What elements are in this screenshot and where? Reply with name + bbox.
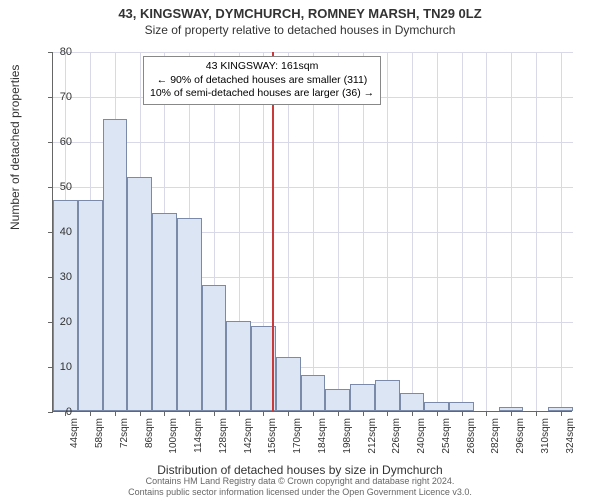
xtick-label: 268sqm bbox=[466, 418, 477, 468]
chart: 44sqm58sqm72sqm86sqm100sqm114sqm128sqm14… bbox=[52, 52, 572, 412]
xtick bbox=[511, 411, 512, 416]
ytick-label: 0 bbox=[54, 406, 72, 418]
xtick-label: 184sqm bbox=[317, 418, 328, 468]
xtick-label: 296sqm bbox=[515, 418, 526, 468]
x-axis-label: Distribution of detached houses by size … bbox=[0, 463, 600, 477]
histogram-bar bbox=[301, 375, 326, 411]
xtick bbox=[536, 411, 537, 416]
gridline-v bbox=[412, 52, 413, 412]
info-box: 43 KINGSWAY: 161sqm← 90% of detached hou… bbox=[143, 56, 381, 105]
xtick bbox=[288, 411, 289, 416]
xtick-label: 100sqm bbox=[168, 418, 179, 468]
ytick-label: 40 bbox=[54, 226, 72, 238]
xtick-label: 72sqm bbox=[119, 418, 130, 468]
histogram-bar bbox=[449, 402, 474, 411]
marker-line bbox=[272, 52, 274, 412]
info-line-1: 43 KINGSWAY: 161sqm bbox=[150, 60, 374, 74]
xtick bbox=[189, 411, 190, 416]
ytick-label: 70 bbox=[54, 91, 72, 103]
xtick bbox=[363, 411, 364, 416]
histogram-bar bbox=[276, 357, 301, 411]
xtick-label: 254sqm bbox=[441, 418, 452, 468]
histogram-bar bbox=[325, 389, 350, 412]
xtick bbox=[239, 411, 240, 416]
info-line-2: ← 90% of detached houses are smaller (31… bbox=[150, 74, 374, 88]
page-title: 43, KINGSWAY, DYMCHURCH, ROMNEY MARSH, T… bbox=[0, 0, 600, 21]
gridline-v bbox=[363, 52, 364, 412]
xtick bbox=[164, 411, 165, 416]
xtick bbox=[387, 411, 388, 416]
xtick bbox=[437, 411, 438, 416]
ytick-label: 20 bbox=[54, 316, 72, 328]
xtick-label: 156sqm bbox=[267, 418, 278, 468]
ytick-label: 30 bbox=[54, 271, 72, 283]
gridline-v bbox=[486, 52, 487, 412]
gridline-v bbox=[462, 52, 463, 412]
xtick-label: 282sqm bbox=[490, 418, 501, 468]
xtick-label: 114sqm bbox=[193, 418, 204, 468]
ytick bbox=[48, 97, 53, 98]
gridline-v bbox=[437, 52, 438, 412]
ytick-label: 60 bbox=[54, 136, 72, 148]
xtick bbox=[140, 411, 141, 416]
ytick-label: 10 bbox=[54, 361, 72, 373]
xtick-label: 170sqm bbox=[292, 418, 303, 468]
ytick bbox=[48, 142, 53, 143]
y-axis-label: Number of detached properties bbox=[8, 65, 22, 230]
gridline-v bbox=[536, 52, 537, 412]
xtick-label: 58sqm bbox=[94, 418, 105, 468]
ytick-label: 80 bbox=[54, 46, 72, 58]
histogram-bar bbox=[127, 177, 152, 411]
xtick bbox=[115, 411, 116, 416]
ytick bbox=[48, 412, 53, 413]
footer-line-1: Contains HM Land Registry data © Crown c… bbox=[146, 476, 455, 486]
gridline-v bbox=[387, 52, 388, 412]
histogram-bar bbox=[202, 285, 227, 411]
xtick bbox=[412, 411, 413, 416]
xtick-label: 310sqm bbox=[540, 418, 551, 468]
xtick-label: 86sqm bbox=[144, 418, 155, 468]
xtick-label: 44sqm bbox=[69, 418, 80, 468]
xtick-label: 142sqm bbox=[243, 418, 254, 468]
histogram-bar bbox=[177, 218, 202, 412]
xtick bbox=[338, 411, 339, 416]
gridline-v bbox=[313, 52, 314, 412]
histogram-bar bbox=[424, 402, 449, 411]
xtick bbox=[214, 411, 215, 416]
xtick bbox=[313, 411, 314, 416]
histogram-bar bbox=[103, 119, 128, 412]
histogram-bar bbox=[400, 393, 425, 411]
histogram-bar bbox=[78, 200, 103, 412]
info-line-3: 10% of semi-detached houses are larger (… bbox=[150, 87, 374, 101]
gridline-v bbox=[511, 52, 512, 412]
gridline-v bbox=[338, 52, 339, 412]
page-subtitle: Size of property relative to detached ho… bbox=[0, 21, 600, 37]
xtick-label: 240sqm bbox=[416, 418, 427, 468]
histogram-bar bbox=[152, 213, 177, 411]
ytick bbox=[48, 52, 53, 53]
histogram-bar bbox=[375, 380, 400, 412]
footer-line-2: Contains public sector information licen… bbox=[128, 487, 472, 497]
xtick-label: 128sqm bbox=[218, 418, 229, 468]
gridline-v bbox=[561, 52, 562, 412]
xtick bbox=[90, 411, 91, 416]
ytick bbox=[48, 187, 53, 188]
xtick-label: 198sqm bbox=[342, 418, 353, 468]
xtick bbox=[462, 411, 463, 416]
ytick-label: 50 bbox=[54, 181, 72, 193]
histogram-bar bbox=[226, 321, 251, 411]
footer-attribution: Contains HM Land Registry data © Crown c… bbox=[0, 476, 600, 498]
plot-area: 44sqm58sqm72sqm86sqm100sqm114sqm128sqm14… bbox=[52, 52, 572, 412]
xtick bbox=[561, 411, 562, 416]
xtick-label: 212sqm bbox=[367, 418, 378, 468]
xtick bbox=[486, 411, 487, 416]
xtick-label: 324sqm bbox=[565, 418, 576, 468]
xtick bbox=[263, 411, 264, 416]
histogram-bar bbox=[350, 384, 375, 411]
xtick-label: 226sqm bbox=[391, 418, 402, 468]
